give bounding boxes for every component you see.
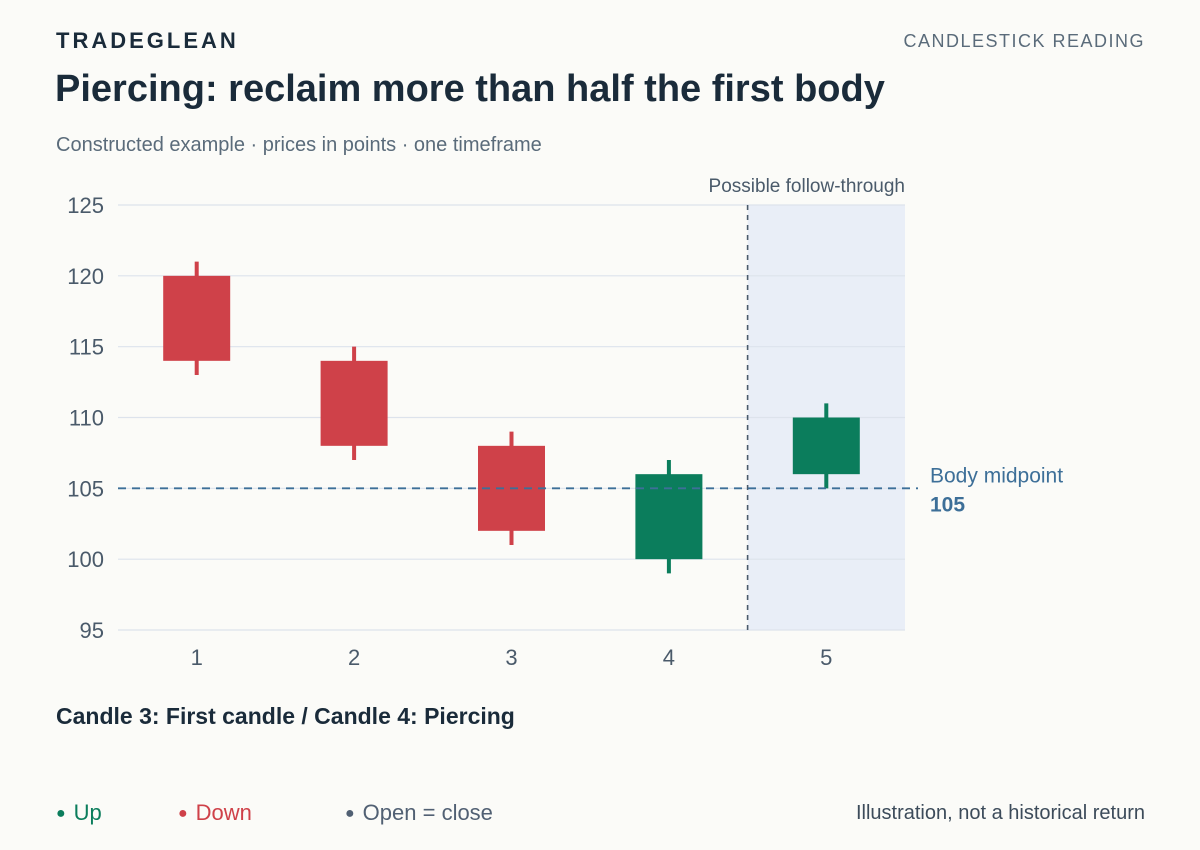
chart-subtitle: Constructed example · prices in points ·… — [56, 134, 542, 156]
legend-flat-label: Open = close — [362, 800, 493, 825]
body-midpoint-label: Body midpoint — [930, 464, 1063, 487]
y-tick-label: 110 — [69, 406, 104, 431]
legend-down-label: Down — [195, 800, 252, 825]
body-midpoint-value: 105 — [930, 493, 965, 516]
candle-body-up — [792, 417, 860, 475]
y-tick-label: 95 — [80, 618, 104, 643]
legend-up-label: Up — [73, 800, 102, 825]
x-tick-label: 5 — [820, 645, 832, 670]
chart-title: Piercing: reclaim more than half the fir… — [55, 68, 885, 110]
y-tick-label: 100 — [67, 547, 104, 572]
candle-body-down — [320, 360, 388, 446]
x-tick-label: 3 — [505, 645, 517, 670]
legend-up: ● Up — [56, 800, 102, 826]
legend-down-dot: ● — [178, 805, 188, 822]
section-label: CANDLESTICK READING — [903, 31, 1145, 51]
candle-body-up — [635, 474, 703, 560]
follow-through-label: Possible follow-through — [709, 176, 905, 197]
chart-caption: Candle 3: First candle / Candle 4: Pierc… — [56, 703, 515, 729]
y-tick-label: 115 — [69, 335, 104, 360]
x-tick-label: 2 — [348, 645, 360, 670]
legend-down: ● Down — [178, 800, 252, 826]
y-tick-label: 120 — [67, 264, 104, 289]
x-tick-label: 4 — [663, 645, 675, 670]
candle-body-down — [163, 275, 231, 361]
y-tick-label: 125 — [67, 193, 104, 218]
legend-flat-dot: ● — [345, 805, 355, 822]
legend-up-dot: ● — [56, 805, 66, 822]
footnote: Illustration, not a historical return — [855, 802, 1145, 824]
legend-open-equals-close: ● Open = close — [345, 800, 493, 826]
y-tick-label: 105 — [67, 476, 104, 501]
brand-logo: TRADEGLEAN — [56, 28, 239, 53]
x-tick-label: 1 — [191, 645, 203, 670]
